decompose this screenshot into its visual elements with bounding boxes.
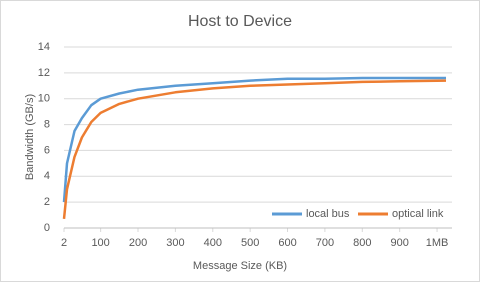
x-tick-label: 600 xyxy=(278,237,296,249)
y-tick-label: 2 xyxy=(44,196,50,208)
x-tick-label: 200 xyxy=(129,237,147,249)
y-tick-label: 4 xyxy=(44,170,50,182)
x-tick-label: 100 xyxy=(91,237,109,249)
y-axis-label: Bandwidth (GB/s) xyxy=(24,94,36,180)
chart-title: Host to Device xyxy=(188,13,292,30)
x-tick-label: 700 xyxy=(316,237,334,249)
series-line xyxy=(62,79,447,220)
y-tick-label: 14 xyxy=(38,41,50,53)
x-tick-label: 400 xyxy=(204,237,222,249)
legend-label: local bus xyxy=(306,208,350,220)
x-tick-label: 2 xyxy=(61,237,67,249)
x-tick-label: 900 xyxy=(390,237,408,249)
x-tick-label: 1MB xyxy=(426,237,449,249)
x-tick-label: 300 xyxy=(166,237,184,249)
y-tick-label: 8 xyxy=(44,118,50,130)
x-tick-label: 800 xyxy=(353,237,371,249)
y-tick-label: 12 xyxy=(38,67,50,79)
y-tick-label: 0 xyxy=(44,222,50,234)
x-tick-label: 500 xyxy=(241,237,259,249)
legend-label: optical link xyxy=(392,208,444,220)
y-tick-label: 10 xyxy=(38,93,50,105)
series-line xyxy=(62,76,446,203)
x-axis-label: Message Size (KB) xyxy=(193,260,287,272)
y-tick-label: 6 xyxy=(44,144,50,156)
